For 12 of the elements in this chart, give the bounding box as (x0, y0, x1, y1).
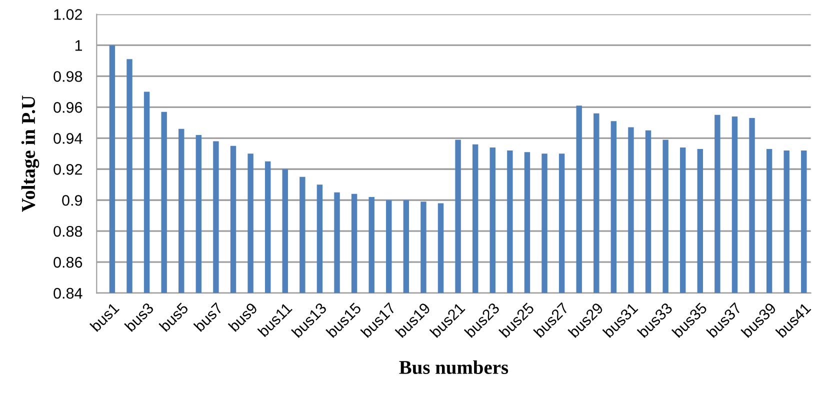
y-tick-label: 0.9 (62, 194, 82, 206)
x-axis-title: Bus numbers (399, 360, 508, 374)
y-tick-label: 0.92 (54, 164, 82, 175)
y-tick-label: 0.96 (54, 102, 82, 113)
y-tick-label: 0.98 (54, 71, 82, 82)
y-tick-label: 0.88 (54, 226, 82, 237)
y-tick-label: 1 (75, 40, 82, 51)
y-tick-label: 0.94 (54, 133, 82, 144)
y-tick-label: 0.84 (54, 288, 82, 299)
y-tick-label: 1.02 (54, 9, 82, 20)
y-axis-title: Voltage in P.U (21, 96, 40, 212)
y-tick-label: 0.86 (54, 256, 82, 268)
